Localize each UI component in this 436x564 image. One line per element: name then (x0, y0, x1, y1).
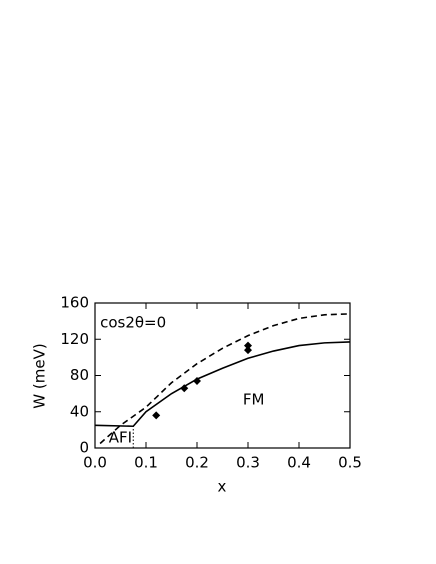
y-tick-label: 120 (60, 330, 89, 348)
x-tick-label: 0.5 (338, 454, 362, 472)
x-tick-label: 0.4 (287, 454, 311, 472)
data-point (193, 376, 201, 385)
x-tick-label: 0.1 (134, 454, 158, 472)
data-point (244, 346, 252, 355)
line-dashed (99, 313, 351, 445)
data-point (180, 384, 189, 393)
x-tick-label: 0.0 (83, 454, 107, 472)
y-tick-label: 80 (70, 366, 89, 384)
y-tick-label: 40 (70, 402, 89, 420)
data-point (152, 411, 161, 420)
y-axis-label: W (meV) (31, 343, 49, 408)
data-point (244, 341, 252, 350)
x-tick-label: 0.2 (185, 454, 209, 472)
line-solid (94, 341, 351, 428)
y-tick-label: 160 (60, 294, 89, 312)
plot-frame (94, 302, 351, 449)
annotation: AFI (109, 429, 132, 447)
x-axis-label: x (218, 478, 227, 496)
x-tick-label: 0.3 (236, 454, 260, 472)
annotation: FM (243, 390, 265, 408)
y-tick-label: 0 (79, 439, 89, 457)
annotation: cos2θ=0 (100, 313, 166, 331)
